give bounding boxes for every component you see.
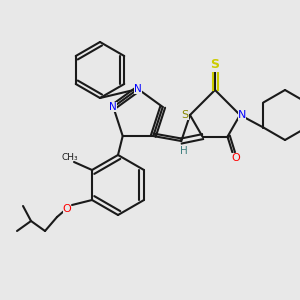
Text: N: N <box>110 102 117 112</box>
Text: S: S <box>211 58 220 71</box>
Text: N: N <box>238 110 246 120</box>
Text: CH₃: CH₃ <box>62 154 78 163</box>
Text: O: O <box>63 204 71 214</box>
Text: O: O <box>231 153 240 163</box>
Text: N: N <box>134 84 142 94</box>
Text: H: H <box>180 146 188 156</box>
Text: S: S <box>182 110 189 120</box>
